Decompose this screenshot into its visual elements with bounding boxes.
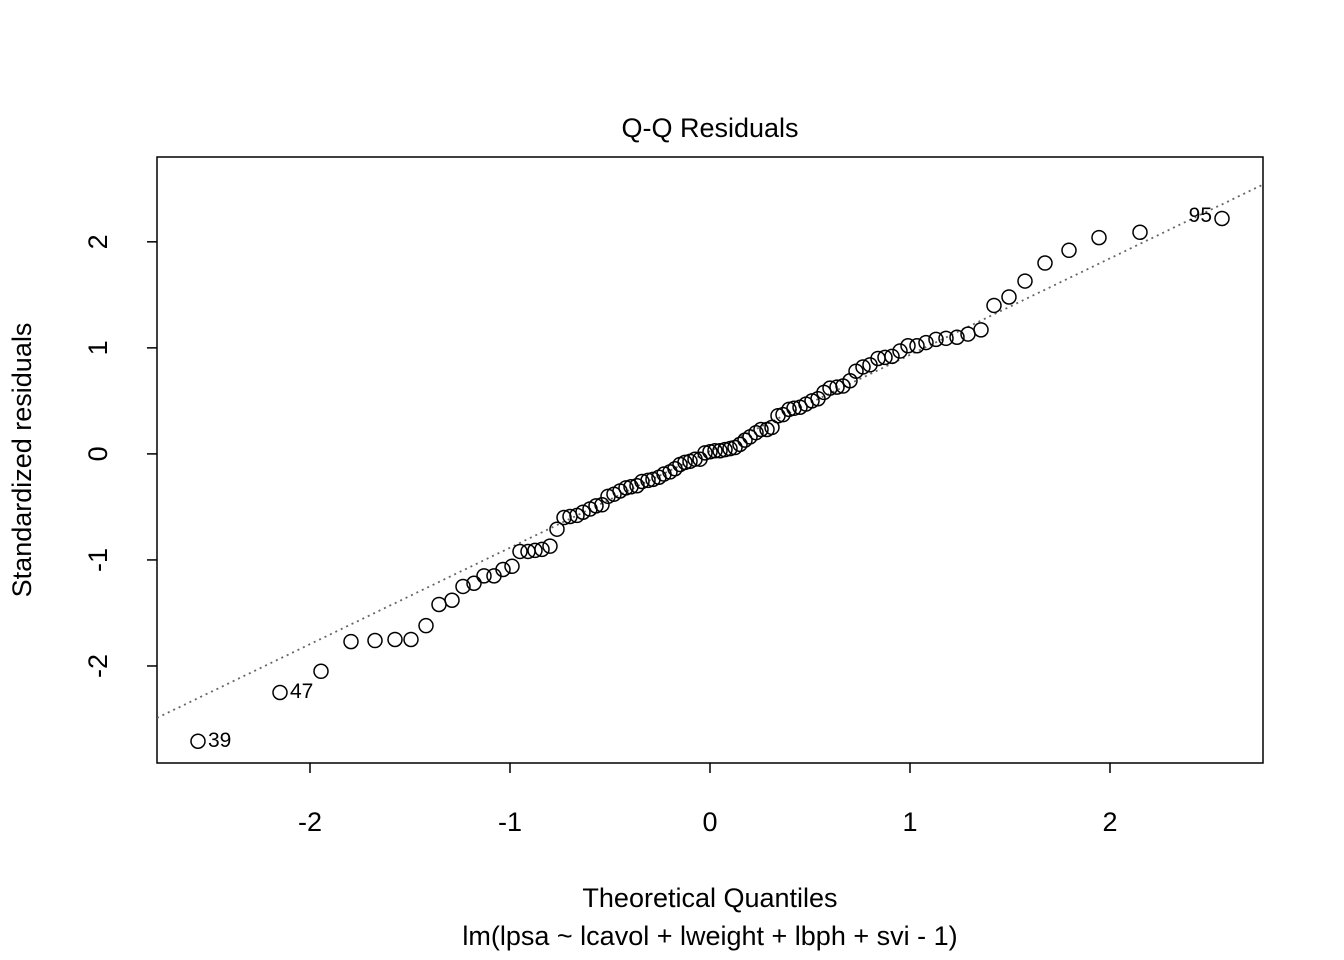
- point: [527, 542, 543, 559]
- point: [476, 568, 492, 584]
- point: [697, 445, 713, 461]
- point: [1214, 210, 1230, 227]
- point: [722, 440, 738, 457]
- point: [702, 444, 718, 460]
- point: [387, 631, 403, 648]
- x-axis-label: Theoretical Quantiles: [582, 883, 837, 913]
- x-tick-label: -1: [498, 807, 522, 837]
- point: [884, 348, 900, 365]
- point: [1132, 224, 1148, 241]
- point: [367, 632, 383, 649]
- point: [343, 633, 359, 650]
- point: [512, 543, 528, 560]
- point: [877, 349, 893, 366]
- point: [1001, 289, 1017, 305]
- point: [575, 504, 591, 520]
- point: [418, 617, 434, 634]
- point: [618, 480, 634, 496]
- point: [1017, 273, 1033, 289]
- subtitle: lm(lpsa ~ lcavol + lweight + lbph + svi …: [462, 921, 957, 951]
- point: [272, 684, 288, 701]
- plot-frame: [156, 156, 1264, 764]
- point: [949, 329, 965, 346]
- point: [1061, 242, 1077, 259]
- point-label: 47: [290, 680, 313, 703]
- point-label: 39: [208, 729, 231, 752]
- point: [455, 578, 471, 595]
- point: [588, 498, 604, 514]
- point: [677, 454, 693, 471]
- point: [542, 538, 558, 554]
- point: [190, 733, 206, 750]
- point: [928, 331, 944, 348]
- point: [918, 334, 934, 351]
- point: [466, 575, 482, 592]
- point: [431, 596, 447, 613]
- point: [403, 631, 419, 648]
- point-label: 95: [1189, 204, 1212, 227]
- point: [640, 472, 656, 489]
- point: [534, 541, 550, 558]
- x-tick-label: -2: [298, 807, 322, 837]
- point: [732, 436, 748, 453]
- point: [986, 297, 1002, 314]
- chart-title: Q-Q Residuals: [621, 113, 798, 143]
- y-tick-label: -2: [83, 654, 113, 678]
- point: [909, 337, 925, 354]
- point: [504, 558, 520, 575]
- point: [829, 379, 845, 395]
- x-tick-label: 2: [1102, 807, 1117, 837]
- point: [712, 442, 728, 459]
- y-tick-label: 1: [83, 340, 113, 355]
- point: [1037, 255, 1053, 271]
- y-tick-label: 2: [83, 234, 113, 249]
- point: [634, 473, 650, 490]
- point: [892, 343, 908, 359]
- point: [717, 441, 733, 458]
- point: [495, 561, 511, 578]
- y-tick-label: -1: [83, 548, 113, 572]
- point: [900, 337, 916, 354]
- point: [1091, 229, 1107, 246]
- point: [781, 401, 797, 418]
- point: [594, 497, 610, 513]
- y-axis-label: Standardized residuals: [7, 323, 37, 598]
- point: [444, 592, 460, 608]
- x-tick-label: 0: [702, 807, 717, 837]
- point: [855, 359, 871, 375]
- point: [753, 421, 769, 438]
- y-tick-label: 0: [83, 446, 113, 461]
- point: [938, 330, 954, 347]
- reference-line: [157, 183, 1263, 719]
- point: [707, 442, 723, 459]
- point: [313, 663, 329, 680]
- point: [973, 322, 989, 338]
- point: [549, 521, 565, 537]
- x-tick-label: 1: [902, 807, 917, 837]
